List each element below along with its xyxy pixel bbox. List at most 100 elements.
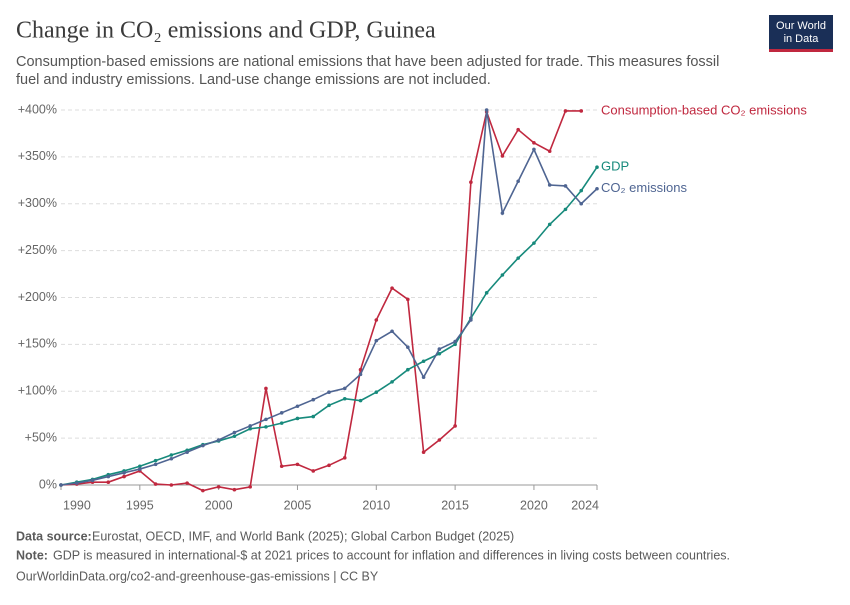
point — [216, 438, 221, 442]
x-tick-label: 2015 — [441, 498, 469, 512]
y-tick-label: +100% — [18, 384, 57, 398]
point — [153, 482, 158, 486]
x-tick-label: 2000 — [205, 498, 233, 512]
point — [421, 375, 426, 379]
point — [311, 414, 316, 419]
point — [90, 478, 95, 483]
point — [311, 397, 316, 402]
point — [406, 345, 410, 349]
point — [295, 416, 300, 421]
point — [358, 398, 363, 403]
point — [374, 390, 379, 394]
x-tick-label: 2005 — [284, 498, 312, 512]
x-tick-label: 1990 — [63, 498, 91, 512]
point — [201, 488, 205, 493]
point — [169, 453, 174, 457]
point — [484, 291, 489, 295]
point — [153, 462, 158, 467]
point — [532, 241, 536, 245]
point — [138, 464, 142, 469]
series-label: GDP — [601, 159, 629, 174]
point — [279, 411, 284, 415]
point — [122, 471, 126, 475]
y-tick-label: 0% — [39, 477, 57, 491]
point — [579, 109, 584, 113]
point — [264, 425, 268, 429]
point — [342, 386, 347, 391]
x-tick-label: 2020 — [520, 498, 548, 512]
point — [342, 396, 347, 401]
point — [563, 207, 568, 212]
point — [437, 438, 442, 442]
point — [516, 256, 520, 260]
point — [437, 351, 442, 356]
point — [232, 430, 237, 435]
point — [248, 426, 252, 431]
point — [169, 483, 174, 487]
y-tick-label: +200% — [18, 290, 57, 304]
series-line — [60, 109, 582, 492]
x-tick-label: 1995 — [126, 498, 154, 512]
x-tick-label: 2010 — [362, 498, 390, 512]
point — [390, 329, 394, 334]
y-tick-label: +150% — [18, 337, 57, 351]
logo-bar — [769, 49, 833, 52]
point — [106, 474, 111, 479]
point — [232, 434, 237, 439]
point — [232, 487, 237, 492]
point — [153, 458, 158, 463]
point — [563, 109, 568, 113]
point — [406, 367, 410, 372]
point — [295, 404, 300, 409]
logo-text: Our World — [776, 20, 826, 32]
point — [469, 318, 473, 322]
point — [374, 338, 379, 343]
source-label: Data source: — [16, 529, 92, 543]
point — [342, 456, 347, 460]
point — [185, 450, 189, 454]
point — [169, 456, 174, 461]
point — [406, 297, 410, 302]
y-tick-label: +400% — [18, 102, 57, 116]
point — [264, 386, 268, 391]
url[interactable]: OurWorldinData.org/co2-and-greenhouse-ga… — [16, 569, 379, 583]
point — [532, 141, 536, 145]
logo-text: in Data — [784, 33, 820, 45]
point — [453, 342, 457, 347]
point — [327, 403, 331, 408]
y-tick-label: +250% — [18, 243, 57, 257]
point — [327, 390, 331, 394]
x-tick-label: 2024 — [571, 498, 599, 512]
point — [500, 211, 505, 215]
logo[interactable] — [769, 15, 833, 51]
point — [216, 485, 221, 489]
chart-title: Change in CO₂ emissions and GDP, Guinea — [16, 18, 436, 44]
series-line — [60, 166, 598, 486]
point — [74, 481, 79, 485]
point — [279, 421, 284, 425]
point — [358, 372, 363, 377]
note: GDP is measured in international-$ at 20… — [53, 548, 730, 562]
y-tick-label: +300% — [18, 196, 57, 210]
point — [547, 222, 552, 227]
point — [453, 339, 457, 344]
point — [484, 108, 489, 112]
point — [579, 201, 584, 206]
point — [421, 450, 426, 454]
point — [437, 347, 442, 351]
point — [311, 469, 316, 473]
subtitle: Consumption-based emissions are national… — [16, 54, 719, 70]
point — [421, 359, 426, 364]
point — [374, 318, 379, 322]
point — [500, 273, 505, 277]
point — [390, 380, 394, 384]
point — [138, 467, 142, 471]
point — [185, 481, 189, 485]
point — [595, 186, 599, 191]
y-tick-label: +50% — [25, 430, 57, 444]
point — [516, 127, 520, 132]
subtitle: fuel and industry emissions. Land-use ch… — [16, 72, 491, 88]
point — [201, 443, 205, 448]
point — [469, 180, 473, 184]
